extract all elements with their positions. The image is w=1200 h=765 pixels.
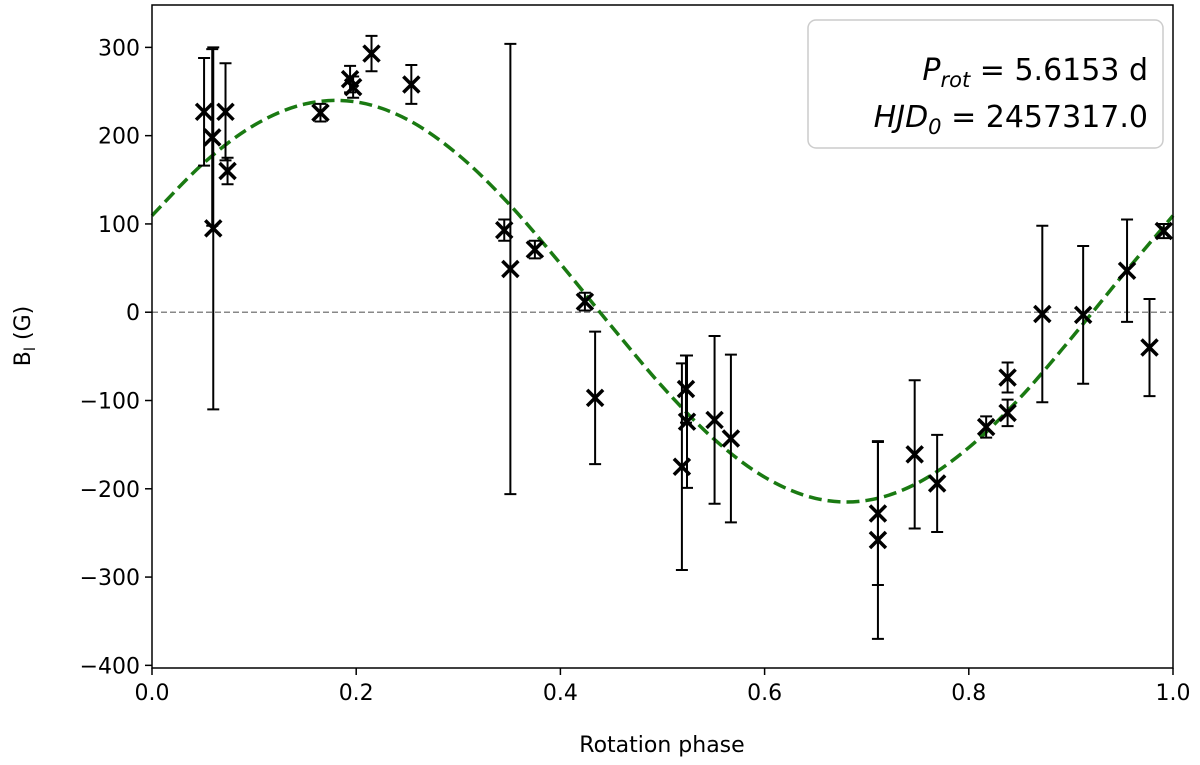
marker bbox=[575, 292, 595, 311]
marker bbox=[905, 445, 924, 464]
data-point bbox=[721, 353, 741, 524]
marker bbox=[1140, 338, 1159, 357]
marker bbox=[676, 379, 696, 399]
annotation-main: HJD bbox=[874, 100, 929, 135]
marker bbox=[1117, 261, 1137, 280]
annotation-box bbox=[807, 19, 1164, 149]
marker bbox=[501, 259, 520, 279]
y-tick-label: −400 bbox=[80, 654, 140, 679]
data-point bbox=[575, 291, 595, 312]
data-point bbox=[585, 330, 605, 466]
x-tick-label: 0.6 bbox=[747, 681, 782, 706]
data-point bbox=[216, 62, 235, 162]
data-point bbox=[311, 102, 330, 123]
data-point bbox=[676, 354, 696, 424]
marker bbox=[976, 417, 996, 437]
marker bbox=[525, 240, 545, 259]
marker bbox=[402, 75, 421, 94]
data-point bbox=[343, 75, 363, 99]
data-point bbox=[705, 335, 724, 505]
marker bbox=[362, 44, 381, 63]
data-point bbox=[927, 433, 947, 534]
marker bbox=[677, 412, 697, 431]
annotation-sub: 0 bbox=[928, 115, 941, 139]
data-point bbox=[1073, 245, 1093, 385]
marker bbox=[194, 102, 214, 122]
data-point bbox=[362, 34, 381, 73]
y-tick-label: 100 bbox=[98, 213, 140, 238]
marker bbox=[311, 103, 330, 122]
x-tick-label: 0.2 bbox=[339, 681, 374, 706]
y-tick-label: 200 bbox=[98, 125, 140, 150]
plot-frame bbox=[151, 4, 1174, 669]
x-tick-label: 1.0 bbox=[1156, 681, 1191, 706]
data-point bbox=[1117, 218, 1137, 323]
x-tick-label: 0.4 bbox=[543, 681, 578, 706]
annotation-rest: = 2457317.0 bbox=[942, 100, 1148, 135]
x-tick-label: 0.0 bbox=[135, 681, 170, 706]
fit-line bbox=[150, 98, 1175, 504]
marker bbox=[927, 474, 947, 493]
marker bbox=[998, 403, 1017, 423]
y-axis-label: Bl (G) bbox=[11, 306, 39, 366]
marker bbox=[204, 219, 223, 238]
y-tick-label: −100 bbox=[80, 390, 140, 415]
annotation-main: P bbox=[922, 53, 941, 88]
data-point bbox=[501, 42, 520, 496]
annotation-rest: = 5.6153 d bbox=[970, 53, 1148, 88]
data-point bbox=[976, 415, 996, 439]
y-tick-label: −300 bbox=[80, 566, 140, 591]
marker bbox=[1154, 221, 1174, 241]
annotation: Prot = 5.6153 d bbox=[922, 53, 1148, 92]
marker bbox=[705, 410, 724, 430]
annotation: HJD0 = 2457317.0 bbox=[874, 100, 1148, 139]
marker bbox=[721, 429, 741, 448]
data-point bbox=[204, 46, 223, 411]
marker bbox=[203, 128, 222, 147]
marker bbox=[1073, 305, 1093, 325]
marker bbox=[868, 530, 888, 550]
data-point bbox=[998, 361, 1017, 394]
data-point bbox=[905, 379, 924, 530]
data-point bbox=[1140, 297, 1159, 398]
y-tick-label: 300 bbox=[98, 36, 140, 61]
x-axis-label: Rotation phase bbox=[579, 733, 744, 758]
data-point bbox=[218, 156, 237, 186]
data-point bbox=[1154, 221, 1174, 241]
marker bbox=[1033, 304, 1052, 324]
data-point bbox=[525, 239, 545, 260]
data-point bbox=[194, 56, 214, 167]
y-tick-label: −200 bbox=[80, 478, 140, 503]
data-point bbox=[868, 440, 888, 640]
data-point bbox=[203, 48, 222, 227]
marker bbox=[216, 102, 235, 122]
data-point bbox=[1033, 224, 1052, 404]
data-point bbox=[677, 354, 697, 489]
data-point bbox=[998, 398, 1017, 428]
marker bbox=[343, 77, 363, 97]
marker bbox=[998, 368, 1017, 387]
x-tick-label: 0.8 bbox=[951, 681, 986, 706]
marker bbox=[218, 161, 237, 181]
annotation-sub: rot bbox=[941, 68, 971, 92]
y-tick-label: 0 bbox=[126, 301, 140, 326]
data-point bbox=[402, 64, 421, 105]
marker bbox=[585, 388, 605, 408]
